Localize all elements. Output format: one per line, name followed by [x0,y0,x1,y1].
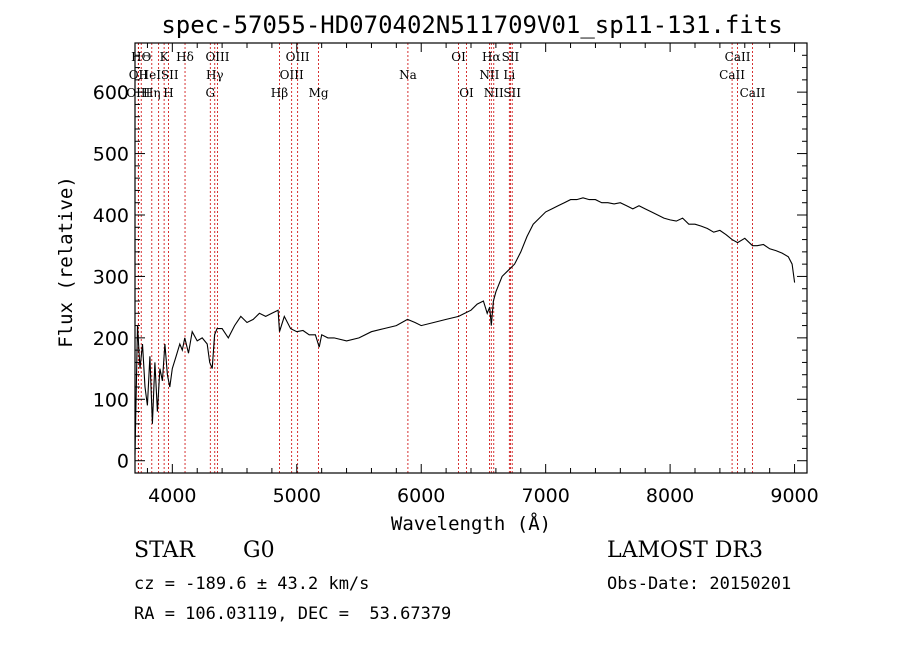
y-tick-label: 300 [93,266,129,288]
spectral-line-label: H [163,86,173,100]
spectral-line-label: OIII [286,50,310,64]
spectral-line-label: OIII [280,68,304,82]
y-axis-label: Flux (relative) [55,176,77,348]
obs-date: Obs-Date: 20150201 [607,574,792,594]
y-tick-label: 400 [93,205,129,227]
spectrum-line [134,197,796,455]
plot-frame [134,42,808,474]
x-axis-ticks: 4000 5000 6000 7000 8000 9000 [146,43,819,507]
chart-title: spec-57055-HD070402N511709V01_sp11-131.f… [161,11,782,39]
spectral-line-label: Mg [309,86,329,100]
x-tick-label: 8000 [646,485,694,507]
spectral-line-label: Li [503,68,515,82]
redshift-value: cz = -189.6 ± 43.2 km/s [134,574,370,594]
spectral-line-label: Na [399,68,417,82]
spectral-line-label: Hγ [206,68,224,82]
spectral-line-label: NII [479,68,499,82]
x-tick-label: 5000 [273,485,321,507]
coordinates: RA = 106.03119, DEC = 53.67379 [134,604,452,624]
spectral-line-label: Hη [143,86,161,100]
spectral-line-label: Hβ [271,86,288,100]
spectral-line-label: HeISII [139,68,179,82]
survey-name: LAMOST DR3 [607,538,763,563]
x-tick-label: 6000 [397,485,445,507]
spectrum-series [134,197,796,455]
y-tick-label: 600 [93,82,129,104]
object-type: STAR [134,538,195,563]
spectral-line-label: CaII [719,68,745,82]
spectral-line-label: SII [502,50,520,64]
x-tick-label: 7000 [521,485,569,507]
y-tick-label: 0 [117,451,129,473]
spectral-line-label: CaII [725,50,751,64]
spectral-line-label: NII [484,86,504,100]
spectral-line-label: HΘ [131,50,151,64]
spectral-line-label: OII [129,68,149,82]
spectral-line-label: CaII [740,86,766,100]
x-tick-label: 9000 [770,485,818,507]
spectral-line-label: G [205,86,215,100]
spectral-line-label: Hα [482,50,501,64]
spectral-line-label: SII [503,86,521,100]
spectral-line-label: K [160,50,170,64]
spectral-class: G0 [243,538,275,563]
y-tick-label: 500 [93,144,129,166]
spectral-line-label: OI [451,50,466,64]
y-tick-label: 100 [93,389,129,411]
spectral-line-labels: HΘ OII OIII K HeISII Hη H Hδ OIII Hγ G OIII OIII Hβ Mg… [126,50,765,100]
x-tick-label: 4000 [148,485,196,507]
spectral-line-label: Hδ [176,50,194,64]
y-tick-label: 200 [93,328,129,350]
spectral-line-label: OIII [126,86,150,100]
spectral-line-label: OI [459,86,474,100]
spectral-line-markers [137,43,753,473]
x-axis-label: Wavelength (Å) [391,512,551,535]
y-axis-ticks: 0 100 200 300 400 500 600 [93,54,807,473]
spectral-line-label: OIII [205,50,229,64]
